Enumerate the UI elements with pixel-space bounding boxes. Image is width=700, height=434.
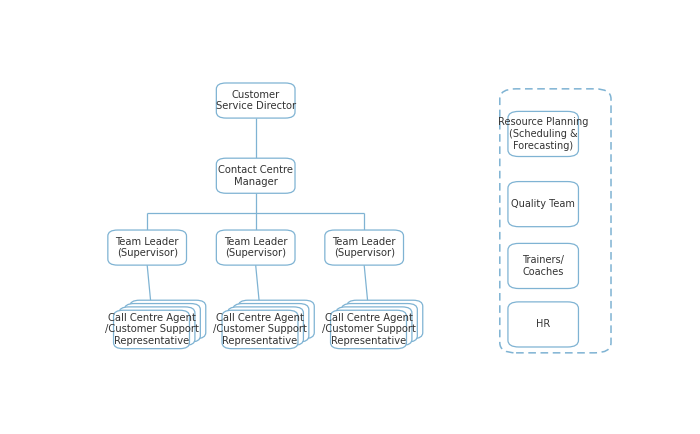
FancyBboxPatch shape bbox=[342, 303, 417, 342]
FancyBboxPatch shape bbox=[336, 307, 412, 345]
Text: Customer
Service Director: Customer Service Director bbox=[216, 90, 295, 112]
Text: Team Leader
(Supervisor): Team Leader (Supervisor) bbox=[332, 237, 396, 258]
Text: Resource Planning
(Scheduling &
Forecasting): Resource Planning (Scheduling & Forecast… bbox=[498, 117, 589, 151]
FancyBboxPatch shape bbox=[508, 181, 578, 227]
FancyBboxPatch shape bbox=[222, 310, 298, 349]
FancyBboxPatch shape bbox=[508, 112, 578, 157]
Text: Call Centre Agent
/Customer Support
Representative: Call Centre Agent /Customer Support Repr… bbox=[104, 313, 199, 346]
FancyBboxPatch shape bbox=[113, 310, 190, 349]
Text: HR: HR bbox=[536, 319, 550, 329]
FancyBboxPatch shape bbox=[119, 307, 195, 345]
FancyBboxPatch shape bbox=[228, 307, 303, 345]
FancyBboxPatch shape bbox=[500, 89, 611, 353]
FancyBboxPatch shape bbox=[508, 243, 578, 289]
FancyBboxPatch shape bbox=[238, 300, 314, 339]
Text: Team Leader
(Supervisor): Team Leader (Supervisor) bbox=[116, 237, 179, 258]
FancyBboxPatch shape bbox=[108, 230, 186, 265]
FancyBboxPatch shape bbox=[130, 300, 206, 339]
Text: Call Centre Agent
/Customer Support
Representative: Call Centre Agent /Customer Support Repr… bbox=[213, 313, 307, 346]
FancyBboxPatch shape bbox=[508, 302, 578, 347]
FancyBboxPatch shape bbox=[346, 300, 423, 339]
FancyBboxPatch shape bbox=[125, 303, 200, 342]
FancyBboxPatch shape bbox=[216, 230, 295, 265]
FancyBboxPatch shape bbox=[216, 83, 295, 118]
Text: Trainers/
Coaches: Trainers/ Coaches bbox=[522, 255, 564, 277]
FancyBboxPatch shape bbox=[330, 310, 407, 349]
Text: Team Leader
(Supervisor): Team Leader (Supervisor) bbox=[224, 237, 288, 258]
FancyBboxPatch shape bbox=[233, 303, 309, 342]
Text: Quality Team: Quality Team bbox=[511, 199, 575, 209]
FancyBboxPatch shape bbox=[216, 158, 295, 193]
Text: Call Centre Agent
/Customer Support
Representative: Call Centre Agent /Customer Support Repr… bbox=[321, 313, 416, 346]
FancyBboxPatch shape bbox=[325, 230, 403, 265]
Text: Contact Centre
Manager: Contact Centre Manager bbox=[218, 165, 293, 187]
